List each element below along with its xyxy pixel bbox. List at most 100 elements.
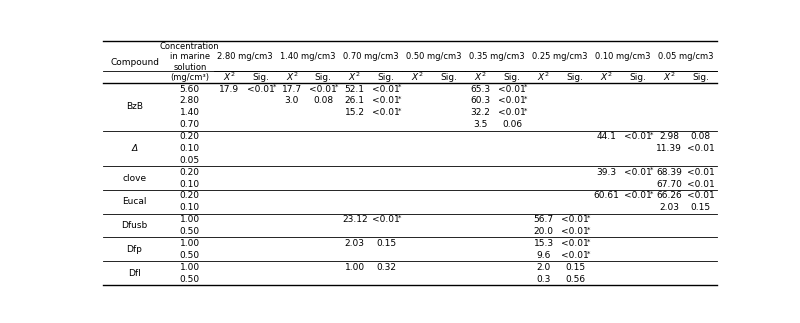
Text: 0.08: 0.08	[314, 97, 334, 105]
Text: Sig.: Sig.	[566, 73, 583, 81]
Text: 68.39: 68.39	[657, 168, 682, 177]
Text: 1.00: 1.00	[180, 215, 200, 224]
Text: <0.01: <0.01	[246, 85, 274, 94]
Text: *: *	[650, 131, 654, 138]
Text: 0.06: 0.06	[502, 120, 522, 129]
Text: 1.00: 1.00	[345, 263, 365, 272]
Text: <0.01: <0.01	[372, 108, 400, 117]
Text: 15.3: 15.3	[534, 239, 554, 248]
Text: 0.20: 0.20	[180, 192, 200, 201]
Text: Sig.: Sig.	[315, 73, 332, 81]
Text: 0.10: 0.10	[180, 144, 200, 153]
Text: 2.80 mg/cm3: 2.80 mg/cm3	[218, 52, 273, 61]
Text: 26.1: 26.1	[345, 97, 365, 105]
Text: *: *	[587, 215, 590, 221]
Text: Compound: Compound	[110, 58, 159, 67]
Text: $\mathit{X}^2$: $\mathit{X}^2$	[538, 71, 550, 83]
Text: 56.7: 56.7	[534, 215, 554, 224]
Text: $\mathit{X}^2$: $\mathit{X}^2$	[600, 71, 613, 83]
Text: 5.60: 5.60	[180, 85, 200, 94]
Text: Δ: Δ	[131, 144, 138, 153]
Text: 3.5: 3.5	[474, 120, 488, 129]
Text: <0.01: <0.01	[498, 97, 526, 105]
Text: 2.98: 2.98	[659, 132, 679, 141]
Text: 0.50: 0.50	[180, 251, 200, 260]
Text: <0.01: <0.01	[561, 215, 589, 224]
Text: Sig.: Sig.	[692, 73, 710, 81]
Text: 0.50 mg/cm3: 0.50 mg/cm3	[406, 52, 462, 61]
Text: 23.12: 23.12	[342, 215, 367, 224]
Text: $\mathit{X}^2$: $\mathit{X}^2$	[286, 71, 298, 83]
Text: *: *	[587, 226, 590, 233]
Text: <0.01: <0.01	[687, 168, 714, 177]
Text: *: *	[524, 96, 527, 102]
Text: *: *	[335, 84, 338, 90]
Text: 52.1: 52.1	[345, 85, 365, 94]
Text: 1.00: 1.00	[180, 239, 200, 248]
Text: <0.01: <0.01	[372, 97, 400, 105]
Text: $\mathit{X}^2$: $\mathit{X}^2$	[411, 71, 424, 83]
Text: 2.80: 2.80	[180, 97, 200, 105]
Text: 1.40: 1.40	[180, 108, 200, 117]
Text: 0.3: 0.3	[536, 275, 550, 284]
Text: 11.39: 11.39	[657, 144, 682, 153]
Text: $\mathit{X}^2$: $\mathit{X}^2$	[349, 71, 361, 83]
Text: *: *	[587, 250, 590, 256]
Text: <0.01: <0.01	[372, 85, 400, 94]
Text: <0.01: <0.01	[687, 144, 714, 153]
Text: 0.20: 0.20	[180, 168, 200, 177]
Text: 32.2: 32.2	[470, 108, 490, 117]
Text: 17.9: 17.9	[219, 85, 239, 94]
Text: 1.40 mg/cm3: 1.40 mg/cm3	[280, 52, 336, 61]
Text: 67.70: 67.70	[657, 180, 682, 189]
Text: 60.3: 60.3	[470, 97, 490, 105]
Text: 1.00: 1.00	[180, 263, 200, 272]
Text: Concentration
in marine
solution
(mg/cm³): Concentration in marine solution (mg/cm³…	[160, 42, 219, 82]
Text: *: *	[398, 96, 402, 102]
Text: 0.15: 0.15	[376, 239, 396, 248]
Text: 0.32: 0.32	[376, 263, 396, 272]
Text: <0.01: <0.01	[687, 192, 714, 201]
Text: BzB: BzB	[126, 102, 143, 111]
Text: 2.0: 2.0	[537, 263, 550, 272]
Text: <0.01: <0.01	[310, 85, 337, 94]
Text: *: *	[398, 84, 402, 90]
Text: $\mathit{X}^2$: $\mathit{X}^2$	[222, 71, 235, 83]
Text: clove: clove	[122, 174, 146, 182]
Text: *: *	[524, 108, 527, 114]
Text: 0.20: 0.20	[180, 132, 200, 141]
Text: *: *	[524, 84, 527, 90]
Text: 0.25 mg/cm3: 0.25 mg/cm3	[532, 52, 587, 61]
Text: <0.01: <0.01	[561, 251, 589, 260]
Text: 0.10 mg/cm3: 0.10 mg/cm3	[594, 52, 650, 61]
Text: <0.01: <0.01	[498, 85, 526, 94]
Text: 2.03: 2.03	[345, 239, 365, 248]
Text: <0.01: <0.01	[561, 227, 589, 236]
Text: Sig.: Sig.	[503, 73, 521, 81]
Text: 0.10: 0.10	[180, 180, 200, 189]
Text: Sig.: Sig.	[630, 73, 646, 81]
Text: Sig.: Sig.	[378, 73, 394, 81]
Text: Sig.: Sig.	[252, 73, 269, 81]
Text: <0.01: <0.01	[624, 132, 652, 141]
Text: 17.7: 17.7	[282, 85, 302, 94]
Text: 0.50: 0.50	[180, 227, 200, 236]
Text: *: *	[398, 215, 402, 221]
Text: *: *	[650, 167, 654, 173]
Text: 0.70 mg/cm3: 0.70 mg/cm3	[343, 52, 398, 61]
Text: 44.1: 44.1	[597, 132, 616, 141]
Text: 66.26: 66.26	[657, 192, 682, 201]
Text: *: *	[587, 238, 590, 245]
Text: 0.05 mg/cm3: 0.05 mg/cm3	[658, 52, 713, 61]
Text: 39.3: 39.3	[596, 168, 617, 177]
Text: 20.0: 20.0	[534, 227, 554, 236]
Text: 0.15: 0.15	[565, 263, 585, 272]
Text: *: *	[398, 108, 402, 114]
Text: 0.35 mg/cm3: 0.35 mg/cm3	[469, 52, 525, 61]
Text: 2.03: 2.03	[659, 203, 679, 212]
Text: 0.10: 0.10	[180, 203, 200, 212]
Text: *: *	[272, 84, 276, 90]
Text: Sig.: Sig.	[441, 73, 458, 81]
Text: <0.01: <0.01	[498, 108, 526, 117]
Text: 65.3: 65.3	[470, 85, 490, 94]
